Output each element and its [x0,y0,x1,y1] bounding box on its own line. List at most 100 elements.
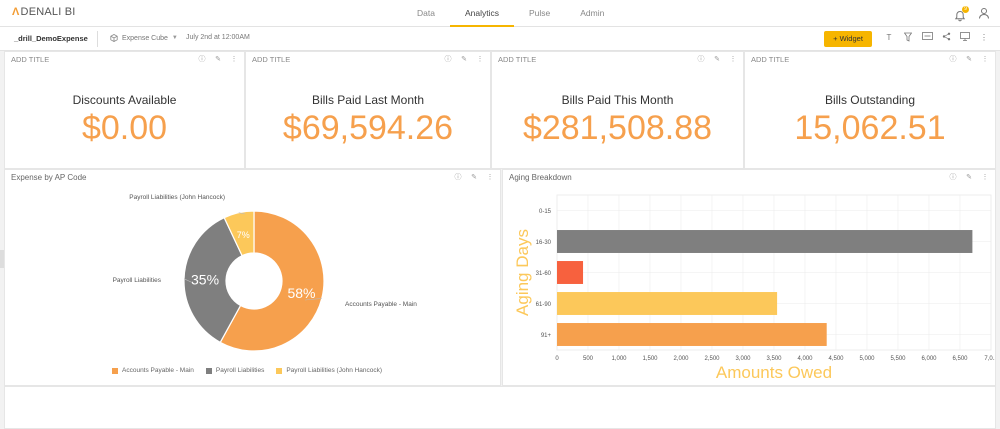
widget-title[interactable]: ADD TITLE [11,55,50,64]
x-tick-label: 3,000 [735,356,751,362]
kpi-label: Bills Outstanding [824,93,916,107]
pie-leader-line [304,298,322,301]
app-logo[interactable]: ΛDENALI BI [12,6,76,18]
pie-slice[interactable] [183,216,243,344]
pie-leader-line [183,278,192,283]
bar[interactable] [557,292,778,315]
legend-item[interactable]: Accounts Payable - Main [112,367,194,374]
plus-icon: + [833,34,840,43]
text-icon[interactable]: T [886,33,892,42]
more-options-icon[interactable]: ⋮ [980,33,988,42]
kpi-widget-bills-outstanding: ADD TITLE ⓘ ✎ ⋮ Bills Outstanding 15,062.5… [744,51,996,169]
widget-title[interactable]: ADD TITLE [498,55,537,64]
edit-icon[interactable]: ✎ [966,56,972,63]
present-icon[interactable] [960,32,970,44]
user-icon [979,8,989,19]
kpi-label: Discounts Available [72,93,177,107]
x-tick-label: 3,500 [766,356,782,362]
bar[interactable] [557,230,973,253]
export-icon[interactable] [922,32,933,44]
y-tick-label: 91+ [541,333,552,339]
x-tick-label: 1,500 [642,356,658,362]
cube-name: Expense Cube [122,34,168,42]
chart-title[interactable]: Expense by AP Code [11,173,87,182]
edit-icon[interactable]: ✎ [471,174,477,181]
nav-tab-pulse[interactable]: Pulse [528,8,551,18]
y-tick-label: 31-60 [536,271,552,277]
kpi-widget-discounts: ADD TITLE ⓘ ✎ ⋮ Discounts Available $0.00 [4,51,245,169]
donut-chart: 58% Accounts Payable - Main 35% Payroll Lia… [113,194,417,352]
legend-label: Payroll Liabilities (John Hancock) [286,367,383,374]
more-options-icon[interactable]: ⋮ [476,56,484,63]
legend-item[interactable]: Payroll Liabilities [205,367,265,374]
legend-label: Accounts Payable - Main [122,367,194,374]
chart-title[interactable]: Aging Breakdown [509,173,572,182]
nav-tab-admin[interactable]: Admin [580,8,605,18]
nav-tab-analytics[interactable]: Analytics [449,0,514,27]
add-widget-button[interactable]: + Widget [824,31,872,47]
info-icon[interactable]: ⓘ [454,174,462,181]
kpi-label: Bills Paid Last Month [311,93,425,107]
more-options-icon[interactable]: ⋮ [230,56,238,63]
more-options-icon[interactable]: ⋮ [729,56,737,63]
kpi-value: $0.00 [81,109,168,147]
edit-icon[interactable]: ✎ [966,174,972,181]
filter-icon[interactable] [903,32,913,44]
x-tick-label: 6,500 [952,356,968,362]
dashboard-name[interactable]: _drill_DemoExpense [14,34,88,43]
bar[interactable] [557,323,827,346]
main-nav: Data Analytics Pulse Admin [402,0,619,27]
x-tick-label: 6,000 [921,356,937,362]
pie-data-label: 35% [191,271,219,287]
top-navigation-bar: ΛDENALI BI Data Analytics Pulse Admin 9 [0,0,1000,27]
horizontal-bar-chart: 0 500 1,000 1,500 2,000 2,500 3,000 3,500 4,000 4… [513,194,995,382]
kpi-widget-bills-paid-this-month: ADD TITLE ⓘ ✎ ⋮ Bills Paid This Month $281… [491,51,744,169]
bar[interactable] [557,261,584,284]
add-widget-label: Widget [839,34,863,43]
info-icon[interactable]: ⓘ [198,56,206,63]
nav-tab-data[interactable]: Data [417,8,435,18]
edit-icon[interactable]: ✎ [461,56,467,63]
edit-icon[interactable]: ✎ [215,56,221,63]
edit-icon[interactable]: ✎ [714,56,720,63]
x-tick-label: 7,0... [984,356,995,362]
pie-slice[interactable] [223,210,255,257]
x-axis-title: Amounts Owed [716,363,832,382]
kpi-value: 15,062.51 [794,109,946,147]
kpi-value: $69,594.26 [282,109,454,147]
x-tick-label: 500 [583,356,594,362]
y-tick-label: 16-30 [536,240,552,246]
pie-category-label: Payroll Liabilities (John Hancock) [129,194,225,201]
pie-category-label: Accounts Payable - Main [345,301,417,308]
notification-count-badge: 9 [962,6,969,13]
legend-label: Payroll Liabilities [215,367,265,374]
widget-title[interactable]: ADD TITLE [252,55,291,64]
share-icon[interactable] [941,32,951,44]
more-options-icon[interactable]: ⋮ [981,174,989,181]
bell-icon [954,10,966,22]
kpi-label: Bills Paid This Month [561,93,674,107]
info-icon[interactable]: ⓘ [444,56,452,63]
more-options-icon[interactable]: ⋮ [981,56,989,63]
y-tick-label: 0-15 [539,209,552,215]
toolbar-divider [97,31,98,47]
more-options-icon[interactable]: ⋮ [486,174,494,181]
user-profile-button[interactable] [978,6,990,24]
legend-item[interactable]: Payroll Liabilities (John Hancock) [276,367,382,374]
notifications-button[interactable]: 9 [954,6,969,22]
info-icon[interactable]: ⓘ [949,174,957,181]
pie-category-label: Payroll Liabilities [113,277,162,284]
pie-data-label: 58% [287,285,315,301]
info-icon[interactable]: ⓘ [697,56,705,63]
pie-leader-line [238,212,246,215]
x-tick-label: 2,000 [673,356,689,362]
info-icon[interactable]: ⓘ [949,56,957,63]
pie-chart-widget: Expense by AP Code ⓘ ✎ ⋮ 58% Accounts Payab… [4,169,501,386]
sidebar-collapse-handle[interactable] [0,250,4,268]
legend-swatch [276,367,283,374]
chevron-down-icon: ▼ [171,35,178,41]
logo-mark-icon: Λ [12,6,20,18]
pie-slice[interactable] [219,210,325,352]
cube-selector[interactable]: Expense Cube ▼ [110,34,178,42]
widget-title[interactable]: ADD TITLE [751,55,790,64]
